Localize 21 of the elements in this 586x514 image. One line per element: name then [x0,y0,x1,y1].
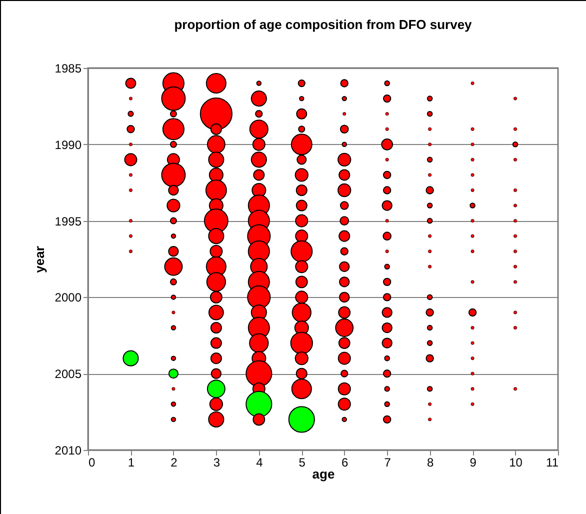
y-axis-title: year [32,246,47,273]
x-tick-label: 9 [470,456,477,470]
x-tick-label: 7 [384,456,392,470]
y-tick-label: 1985 [54,62,82,76]
x-tick-label: 2 [170,456,178,470]
x-tick-label: 8 [426,456,434,470]
x-tick-label: 11 [546,456,559,470]
x-tick-label: 10 [509,456,523,470]
x-tick-label: 0 [88,456,96,470]
x-tick-label: 1 [128,456,135,470]
y-tick-label: 1995 [54,214,82,228]
x-axis-title: age [312,466,335,482]
y-tick-label: 2010 [54,444,82,458]
y-tick-label: 1990 [54,138,82,152]
y-tick-label: 2000 [54,290,82,305]
x-tick-label: 5 [298,456,306,470]
x-tick-label: 3 [213,456,220,470]
x-tick-label: 4 [256,456,264,470]
y-tick-label: 2005 [54,367,82,382]
x-tick-label: 6 [342,456,349,470]
chart-title: proportion of age composition from DFO survey [174,17,473,32]
